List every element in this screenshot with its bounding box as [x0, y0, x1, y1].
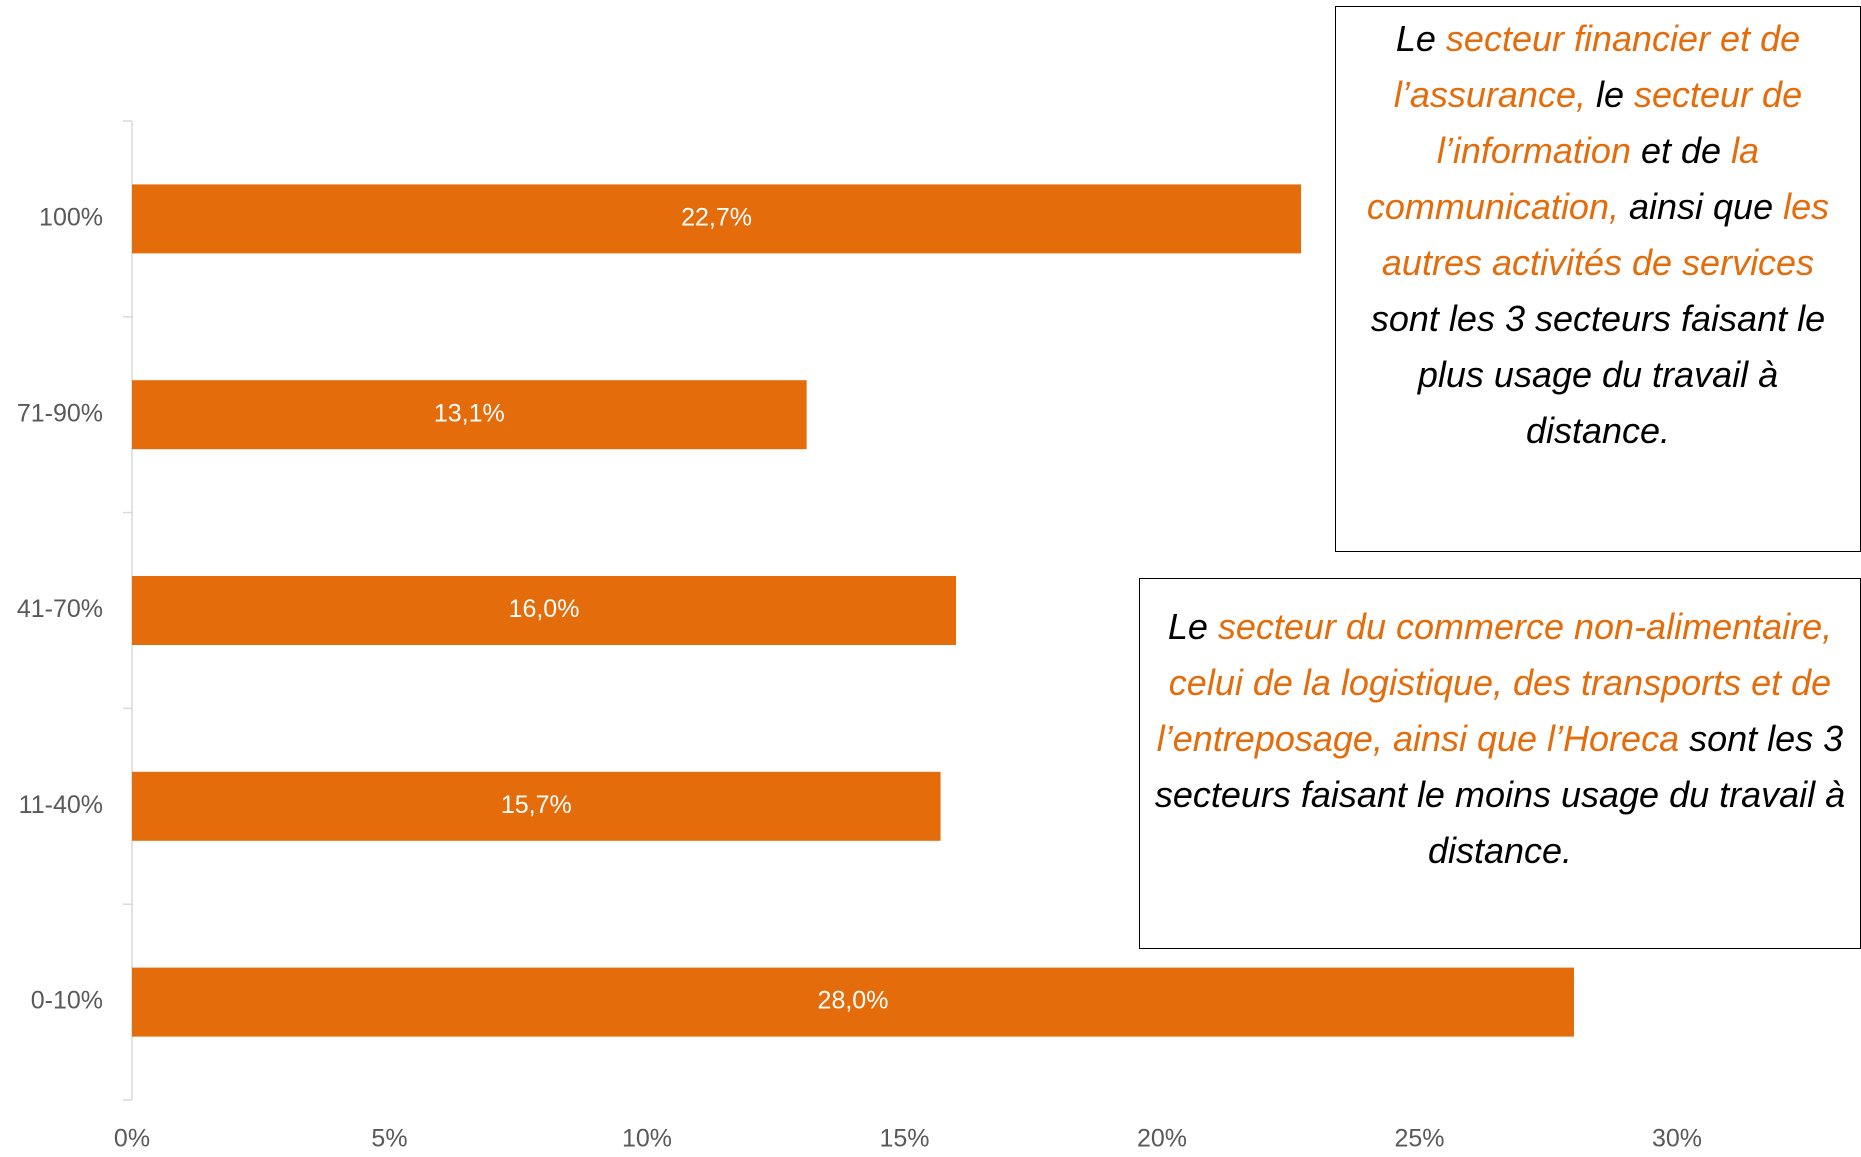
bar	[132, 576, 956, 645]
annotation-text: Le	[1395, 18, 1446, 59]
y-tick-label: 11-40%	[19, 791, 103, 819]
y-tick-label: 41-70%	[17, 595, 103, 623]
x-tick-label: 25%	[1394, 1125, 1444, 1153]
annotation-text: le	[1585, 74, 1634, 115]
annotation-text: secteur financier et de l’assurance,	[1393, 18, 1801, 115]
annotation-text: sont les 3 secteurs faisant le moins usa…	[1154, 718, 1846, 871]
y-tick-label: 71-90%	[17, 399, 103, 427]
bar	[132, 380, 807, 450]
bar	[132, 184, 1302, 254]
x-tick-label: 5%	[371, 1125, 407, 1153]
annotation-text: la communication,	[1366, 130, 1760, 227]
annotation-text: secteur du commerce non-alimentaire, cel…	[1156, 606, 1833, 759]
x-tick-label: 15%	[879, 1125, 929, 1153]
bar	[132, 771, 941, 841]
x-tick-label: 30%	[1652, 1125, 1702, 1153]
annotation-text: les autres activités de services	[1381, 186, 1830, 283]
y-tick-label: 0-10%	[31, 987, 103, 1015]
bar	[132, 967, 1574, 1037]
x-tick-label: 20%	[1137, 1125, 1187, 1153]
data-label: 15,7%	[501, 791, 572, 819]
annotation-text: et de	[1630, 130, 1732, 171]
annotation-box: Le secteur financier et de l’assurance, …	[1335, 6, 1861, 552]
annotation-text: sont les 3 secteurs faisant le plus usag…	[1370, 298, 1826, 451]
annotation-text: ainsi que	[1618, 186, 1784, 227]
data-label: 13,1%	[434, 399, 505, 427]
data-label: 28,0%	[818, 987, 889, 1015]
y-tick-label: 100%	[39, 204, 103, 232]
annotation-text: Le	[1167, 606, 1218, 647]
data-label: 22,7%	[681, 204, 752, 232]
annotation-box: Le secteur du commerce non-alimentaire, …	[1139, 578, 1861, 949]
x-tick-label: 0%	[114, 1125, 150, 1153]
annotation-text: secteur de l’information	[1436, 74, 1803, 171]
x-tick-label: 10%	[622, 1125, 672, 1153]
data-label: 16,0%	[509, 595, 580, 623]
